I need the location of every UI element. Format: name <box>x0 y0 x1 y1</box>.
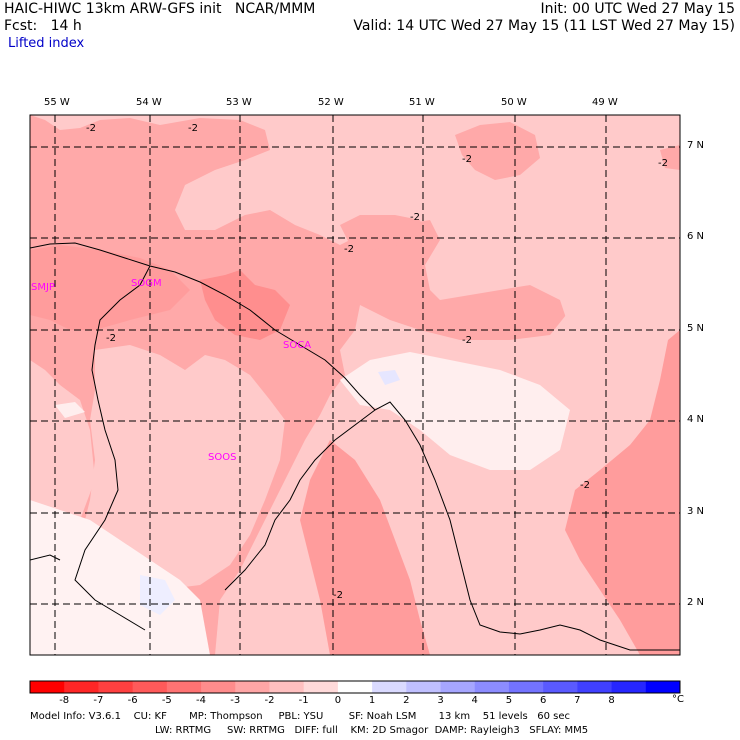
shade-minus3-southeast <box>565 330 680 655</box>
station-label-sogm: SOGM <box>131 278 162 289</box>
colorbar-swatch <box>543 681 578 693</box>
shade-near-zero-small <box>55 402 85 418</box>
colorbar-tick-label: 0 <box>334 695 342 706</box>
contour-label: -2 <box>188 123 198 134</box>
colorbar-swatch <box>201 681 236 693</box>
colorbar-tick-label: -5 <box>161 695 172 706</box>
contour-label: -2 <box>462 154 472 165</box>
lat-label-7n: 7 N <box>687 140 705 151</box>
colorbar-tick-label: 5 <box>505 695 513 706</box>
header-forecast-hour: Fcst: 14 h <box>4 18 82 34</box>
lon-label-54w: 54 W <box>136 97 162 108</box>
colorbar-swatch <box>235 681 270 693</box>
contour-label: -2 <box>86 123 96 134</box>
shade-patch-north-1 <box>455 122 540 180</box>
colorbar-tick-label: 4 <box>471 695 478 706</box>
colorbar-tick-label: -2 <box>264 695 275 706</box>
colorbar-swatch <box>611 681 647 693</box>
colorbar-frame <box>29 680 681 694</box>
colorbar-swatch <box>303 681 339 693</box>
shade-west-interior <box>80 345 285 590</box>
lat-label-4n: 4 N <box>687 414 705 425</box>
shaded-field <box>30 115 680 655</box>
colorbar-tick-label: -4 <box>196 695 207 706</box>
lat-label-3n: 3 N <box>687 506 705 517</box>
colorbar-tick-label: 1 <box>368 695 376 706</box>
shade-bluish-southwest <box>140 575 175 615</box>
colorbar-swatch <box>166 681 202 693</box>
colorbar-tick-label: -1 <box>298 695 309 706</box>
header-init-time: Init: 00 UTC Wed 27 May 15 <box>540 1 735 17</box>
colorbar-swatch <box>508 681 544 693</box>
colorbar-tick-label: 8 <box>608 695 615 706</box>
lon-label-49w: 49 W <box>592 97 618 108</box>
contour-label: -2 <box>344 244 354 255</box>
contour-label: -2 <box>580 480 590 491</box>
footer-model-info: Model Info: V3.6.1 CU: KF MP: Thompson P… <box>30 711 570 722</box>
lat-label-5n: 5 N <box>687 323 705 334</box>
shade-near-zero-center <box>340 352 570 470</box>
colorbar-tick-label: -6 <box>127 695 138 706</box>
header-valid-time: Valid: 14 UTC Wed 27 May 15 (11 LST Wed … <box>353 18 735 34</box>
colorbar-swatch <box>337 681 373 693</box>
shade-minus3-central <box>200 270 290 340</box>
coastlines-borders <box>30 242 680 651</box>
shade-near-zero-southwest <box>30 500 210 655</box>
colorbar-swatch <box>372 681 407 693</box>
contour-label: -2 <box>106 333 116 344</box>
contour-label: -2 <box>462 335 472 346</box>
colorbar-swatch <box>440 681 476 693</box>
lat-lon-grid <box>30 115 680 655</box>
lat-label-6n: 6 N <box>687 231 705 242</box>
colorbar-swatch <box>64 681 99 693</box>
lon-label-52w: 52 W <box>318 97 344 108</box>
colorbar-swatch <box>406 681 442 693</box>
lon-label-51w: 51 W <box>409 97 435 108</box>
field-name: Lifted index <box>8 36 85 51</box>
station-label-smjp: SMJP <box>31 282 55 293</box>
lon-label-55w: 55 W <box>44 97 70 108</box>
shade-northeast-light <box>430 150 680 345</box>
colorbar-swatch <box>474 681 510 693</box>
lon-label-50w: 50 W <box>501 97 527 108</box>
colorbar-swatch <box>30 681 65 693</box>
shade-patch-east <box>660 145 680 170</box>
contour-label: -2 <box>333 590 343 601</box>
colorbar-swatch <box>132 681 168 693</box>
colorbar-tick-label: 3 <box>437 695 444 706</box>
map-frame <box>29 114 681 656</box>
colorbar-swatch <box>645 681 681 693</box>
station-label-soos: SOOS <box>208 452 237 463</box>
footer-physics-info: LW: RRTMG SW: RRTMG DIFF: full KM: 2D Sm… <box>155 725 589 736</box>
colorbar-tick-label: -7 <box>93 695 104 706</box>
colorbar-tick-label: 6 <box>539 695 547 706</box>
colorbar-swatch <box>577 681 613 693</box>
lat-label-2n: 2 N <box>687 597 705 608</box>
colorbar-tick-label: 7 <box>574 695 581 706</box>
contour-label: -2 <box>410 212 420 223</box>
contour-label: -2 <box>658 158 668 169</box>
station-label-soca: SOCA <box>283 340 312 351</box>
colorbar-tick-label: -3 <box>230 695 241 706</box>
colorbar-swatch <box>269 681 305 693</box>
colorbar-tick-label: -8 <box>59 695 70 706</box>
colorbar-tick-label: 2 <box>403 695 410 706</box>
header-title: HAIC-HIWC 13km ARW-GFS init NCAR/MMM <box>4 1 316 17</box>
colorbar-unit: °C <box>672 694 684 705</box>
shade-patch-north-2 <box>340 215 425 250</box>
lon-label-53w: 53 W <box>226 97 252 108</box>
colorbar-swatch <box>98 681 134 693</box>
shade-bluish-center <box>378 370 400 385</box>
